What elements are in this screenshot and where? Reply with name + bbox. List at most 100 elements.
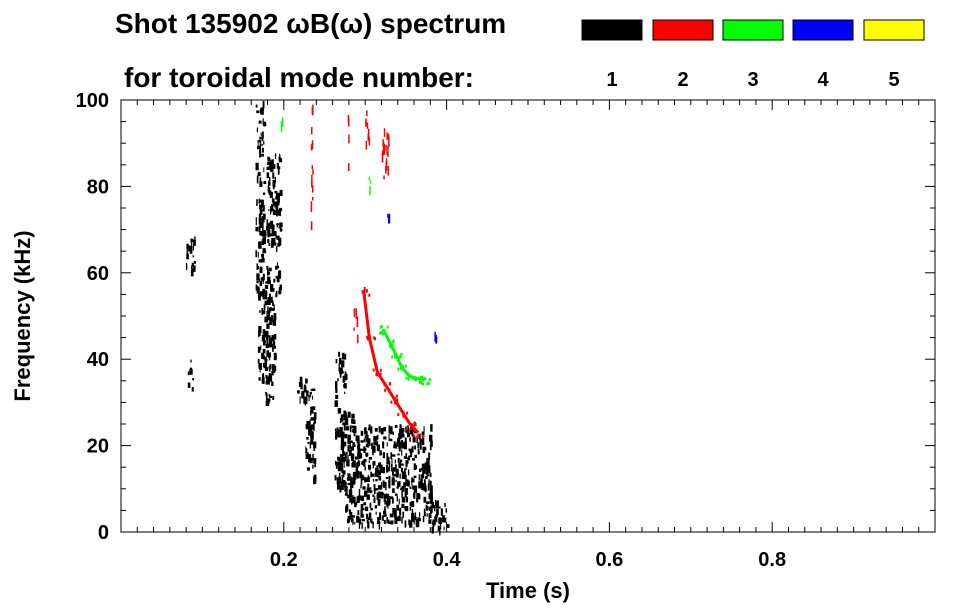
spectral-mark xyxy=(271,198,275,203)
spectral-mark xyxy=(374,490,376,495)
spectral-mark xyxy=(414,454,417,459)
spectral-mark xyxy=(262,237,266,244)
spectral-mark xyxy=(187,382,191,388)
spectral-mark xyxy=(391,477,395,486)
spectral-mark xyxy=(269,340,273,345)
spectral-mark xyxy=(311,174,313,186)
spectral-mark xyxy=(344,371,347,374)
spectral-mark xyxy=(192,265,196,272)
spectral-mark xyxy=(429,434,433,442)
spectral-mark xyxy=(339,454,343,458)
spectral-mark xyxy=(257,171,261,177)
spectral-mark xyxy=(257,346,261,353)
spectral-mark xyxy=(345,482,347,487)
spectral-mark xyxy=(299,376,303,385)
spectral-mark xyxy=(190,270,194,277)
spectral-mark xyxy=(349,441,351,449)
spectral-mark xyxy=(343,424,346,431)
spectral-mark xyxy=(279,208,281,217)
spectral-mark xyxy=(303,396,306,404)
spectral-mark xyxy=(354,456,359,460)
spectral-mark xyxy=(429,491,433,499)
spectral-mark xyxy=(358,435,360,442)
spectral-mark xyxy=(278,166,281,169)
spectral-mark xyxy=(360,474,364,479)
spectral-mark xyxy=(388,340,391,344)
spectral-mark xyxy=(365,289,368,293)
spectral-mark xyxy=(367,133,369,141)
spectral-mark xyxy=(262,131,264,139)
spectral-mark xyxy=(442,515,445,523)
spectral-mark xyxy=(370,471,372,478)
spectral-mark xyxy=(415,485,418,493)
spectral-mark xyxy=(261,238,265,245)
spectral-mark xyxy=(308,454,312,462)
spectral-mark xyxy=(268,312,270,316)
spectral-mark xyxy=(343,410,347,414)
spectral-mark xyxy=(385,477,389,480)
spectral-mark xyxy=(413,463,416,470)
spectral-mark xyxy=(347,445,350,452)
spectral-mark xyxy=(366,519,369,523)
spectral-mark xyxy=(344,433,348,439)
spectral-mark xyxy=(404,437,407,444)
spectral-mark xyxy=(299,396,301,404)
spectral-mark xyxy=(352,495,354,498)
spectral-mark xyxy=(393,509,397,518)
legend-swatch-4 xyxy=(792,19,854,41)
spectral-mark xyxy=(382,467,386,474)
spectral-mark xyxy=(268,366,271,370)
spectral-mark xyxy=(258,377,261,381)
spectral-mark xyxy=(343,354,347,360)
plot-frame xyxy=(120,99,936,533)
spectral-mark xyxy=(360,440,364,443)
spectral-mark xyxy=(300,383,303,390)
spectral-mark xyxy=(342,422,345,426)
spectral-mark xyxy=(423,479,426,487)
spectral-mark xyxy=(190,240,192,249)
spectral-mark xyxy=(262,293,264,298)
spectral-mark xyxy=(312,185,314,193)
spectral-mark xyxy=(405,376,408,380)
spectral-mark xyxy=(192,239,195,246)
spectral-mark xyxy=(354,444,356,447)
spectral-mark xyxy=(422,468,426,474)
spectral-mark xyxy=(301,392,305,397)
spectral-mark xyxy=(367,440,370,448)
spectral-mark xyxy=(357,495,362,501)
spectral-mark xyxy=(405,466,407,471)
spectral-mark xyxy=(263,366,266,369)
spectral-mark xyxy=(440,508,443,516)
spectral-mark xyxy=(270,315,274,322)
spectral-mark xyxy=(347,473,350,477)
spectral-mark xyxy=(424,464,426,470)
spectral-mark xyxy=(349,473,351,478)
spectral-mark xyxy=(410,452,413,458)
spectral-mark xyxy=(396,398,399,402)
legend-swatch-2 xyxy=(652,19,714,41)
spectral-mark xyxy=(339,485,342,493)
spectral-mark xyxy=(425,505,429,510)
spectral-mark xyxy=(368,465,371,471)
spectral-mark xyxy=(423,508,426,517)
spectral-mark xyxy=(377,470,380,478)
spectral-mark xyxy=(341,485,344,490)
spectral-mark xyxy=(356,516,360,523)
spectral-mark xyxy=(386,456,390,465)
x-axis-title: Time (s) xyxy=(486,578,570,603)
spectral-mark xyxy=(361,522,363,529)
spectral-mark xyxy=(357,454,359,457)
spectral-mark xyxy=(351,462,355,468)
spectral-mark xyxy=(364,477,368,483)
spectral-mark xyxy=(357,443,361,448)
spectral-mark xyxy=(271,383,274,386)
legend-swatch-1 xyxy=(581,19,643,41)
spectral-mark xyxy=(268,180,270,185)
spectral-mark xyxy=(381,482,383,490)
spectral-mark xyxy=(389,438,393,442)
series-n=3 xyxy=(280,117,431,386)
spectral-mark xyxy=(385,493,388,499)
spectral-mark xyxy=(260,108,264,115)
spectral-mark xyxy=(342,375,346,382)
spectral-mark xyxy=(385,145,387,151)
